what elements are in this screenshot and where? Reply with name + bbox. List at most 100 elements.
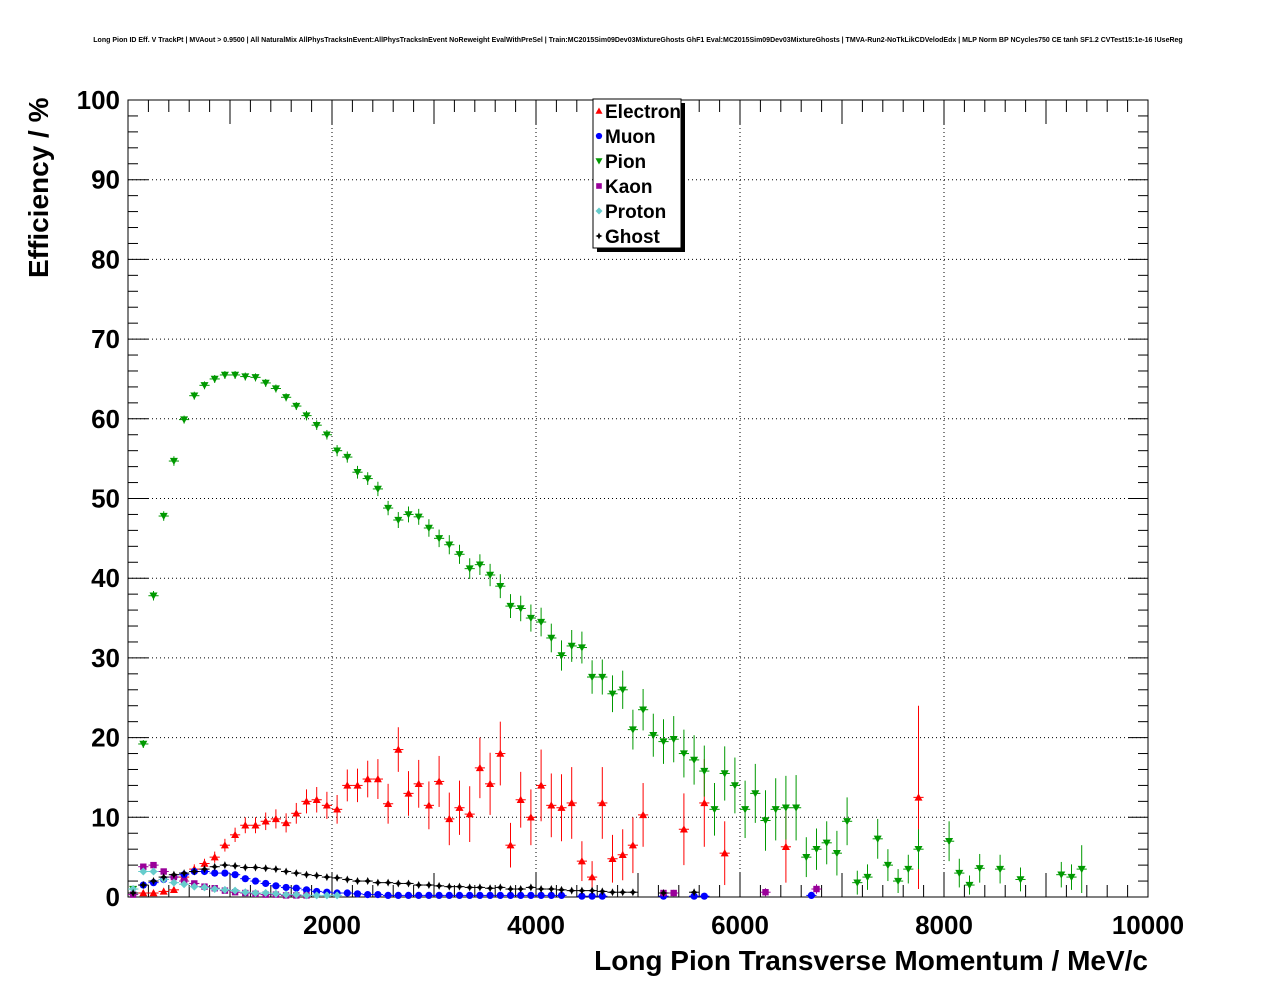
electron-point <box>557 803 566 811</box>
proton-point <box>282 890 291 899</box>
legend-label-electron: Electron <box>605 102 681 123</box>
electron-point <box>547 801 556 809</box>
pion-point <box>730 782 739 790</box>
pion-point <box>904 865 913 874</box>
kaon-point <box>150 861 157 869</box>
muon-point <box>537 891 545 900</box>
y-axis-title: Efficiency / % <box>23 97 54 278</box>
electron-point <box>261 817 270 825</box>
muon-point <box>557 891 566 900</box>
muon-point <box>700 892 708 900</box>
electron-point <box>465 810 474 818</box>
ghost-point <box>220 861 229 870</box>
pion-point <box>1077 865 1086 874</box>
x-tick-label: 8000 <box>915 910 973 940</box>
electron-point <box>914 793 923 801</box>
pion-point <box>159 512 168 521</box>
proton-point <box>322 891 331 900</box>
ghost-point <box>333 873 342 882</box>
muon-point <box>302 886 311 894</box>
pion-point <box>190 392 199 400</box>
pion-point <box>404 511 413 519</box>
electron-point <box>363 775 372 783</box>
ghost-point <box>139 881 148 890</box>
electron-point <box>282 818 291 827</box>
series-pion <box>128 370 1087 895</box>
proton-point <box>180 880 189 889</box>
proton-point <box>139 867 148 876</box>
proton-point <box>251 889 260 898</box>
ghost-point <box>129 889 138 898</box>
proton-point <box>200 883 209 892</box>
electron-point <box>567 798 576 807</box>
y-tick-label: 0 <box>106 882 120 912</box>
ghost-point <box>618 888 627 897</box>
pion-point <box>843 818 852 826</box>
pion-point <box>241 373 250 381</box>
ghost-point <box>149 877 158 886</box>
pion-point <box>873 835 882 843</box>
ghost-point <box>353 877 362 886</box>
electron-point <box>516 795 525 803</box>
pion-point <box>669 735 678 744</box>
pion-point <box>659 738 668 746</box>
proton-point <box>149 867 158 876</box>
ghost-point <box>445 882 454 891</box>
proton-point <box>302 891 311 900</box>
pion-point <box>353 468 362 477</box>
ghost-point <box>424 881 433 890</box>
pion-point <box>251 374 260 382</box>
electron-point <box>506 841 515 849</box>
electron-point <box>373 775 382 783</box>
pion-point <box>486 571 495 580</box>
pion-point <box>883 861 892 870</box>
y-tick-label: 30 <box>91 643 120 673</box>
ghost-point <box>363 877 372 886</box>
ghost-point <box>567 886 576 895</box>
legend-label-ghost: Ghost <box>605 227 661 248</box>
kaon-point <box>762 889 769 896</box>
ghost-point <box>455 882 464 891</box>
muon-point <box>404 891 413 900</box>
ghost-point <box>210 862 219 871</box>
proton-point <box>231 886 240 895</box>
ghost-point <box>486 884 495 893</box>
pion-point <box>771 806 780 814</box>
legend: Electron Muon Pion Kaon Proton Ghost <box>592 98 685 252</box>
muon-point <box>547 891 555 900</box>
muon-point <box>272 882 280 890</box>
pion-point <box>526 614 535 623</box>
ghost-point <box>537 885 546 894</box>
electron-point <box>608 854 617 862</box>
proton-point <box>312 891 321 900</box>
electron-point <box>414 779 423 788</box>
electron-point <box>496 749 505 757</box>
ghost-point <box>547 885 556 894</box>
pion-point <box>853 879 862 887</box>
electron-point <box>588 873 597 881</box>
pion-point <box>761 817 770 825</box>
muon-point <box>455 891 464 900</box>
pion-point <box>822 839 831 847</box>
muon-point <box>384 891 392 900</box>
ghost-point <box>169 870 178 879</box>
pion-point <box>608 690 617 698</box>
pion-point <box>557 652 566 660</box>
ghost-point <box>608 888 617 897</box>
pion-point <box>394 516 403 525</box>
y-tick-label: 70 <box>91 324 120 354</box>
electron-point <box>343 781 352 789</box>
y-tick-label: 60 <box>91 404 120 434</box>
pion-point <box>363 475 372 483</box>
pion-point <box>149 592 158 600</box>
pion-point <box>210 375 219 383</box>
electron-point <box>220 841 229 849</box>
pion-point <box>180 416 189 424</box>
legend-marker-pion <box>595 158 603 165</box>
data-series <box>128 370 1087 900</box>
electron-point <box>435 777 444 785</box>
electron-point <box>404 789 413 797</box>
pion-point <box>741 806 750 814</box>
pion-point <box>373 485 382 493</box>
pion-point <box>639 706 648 714</box>
